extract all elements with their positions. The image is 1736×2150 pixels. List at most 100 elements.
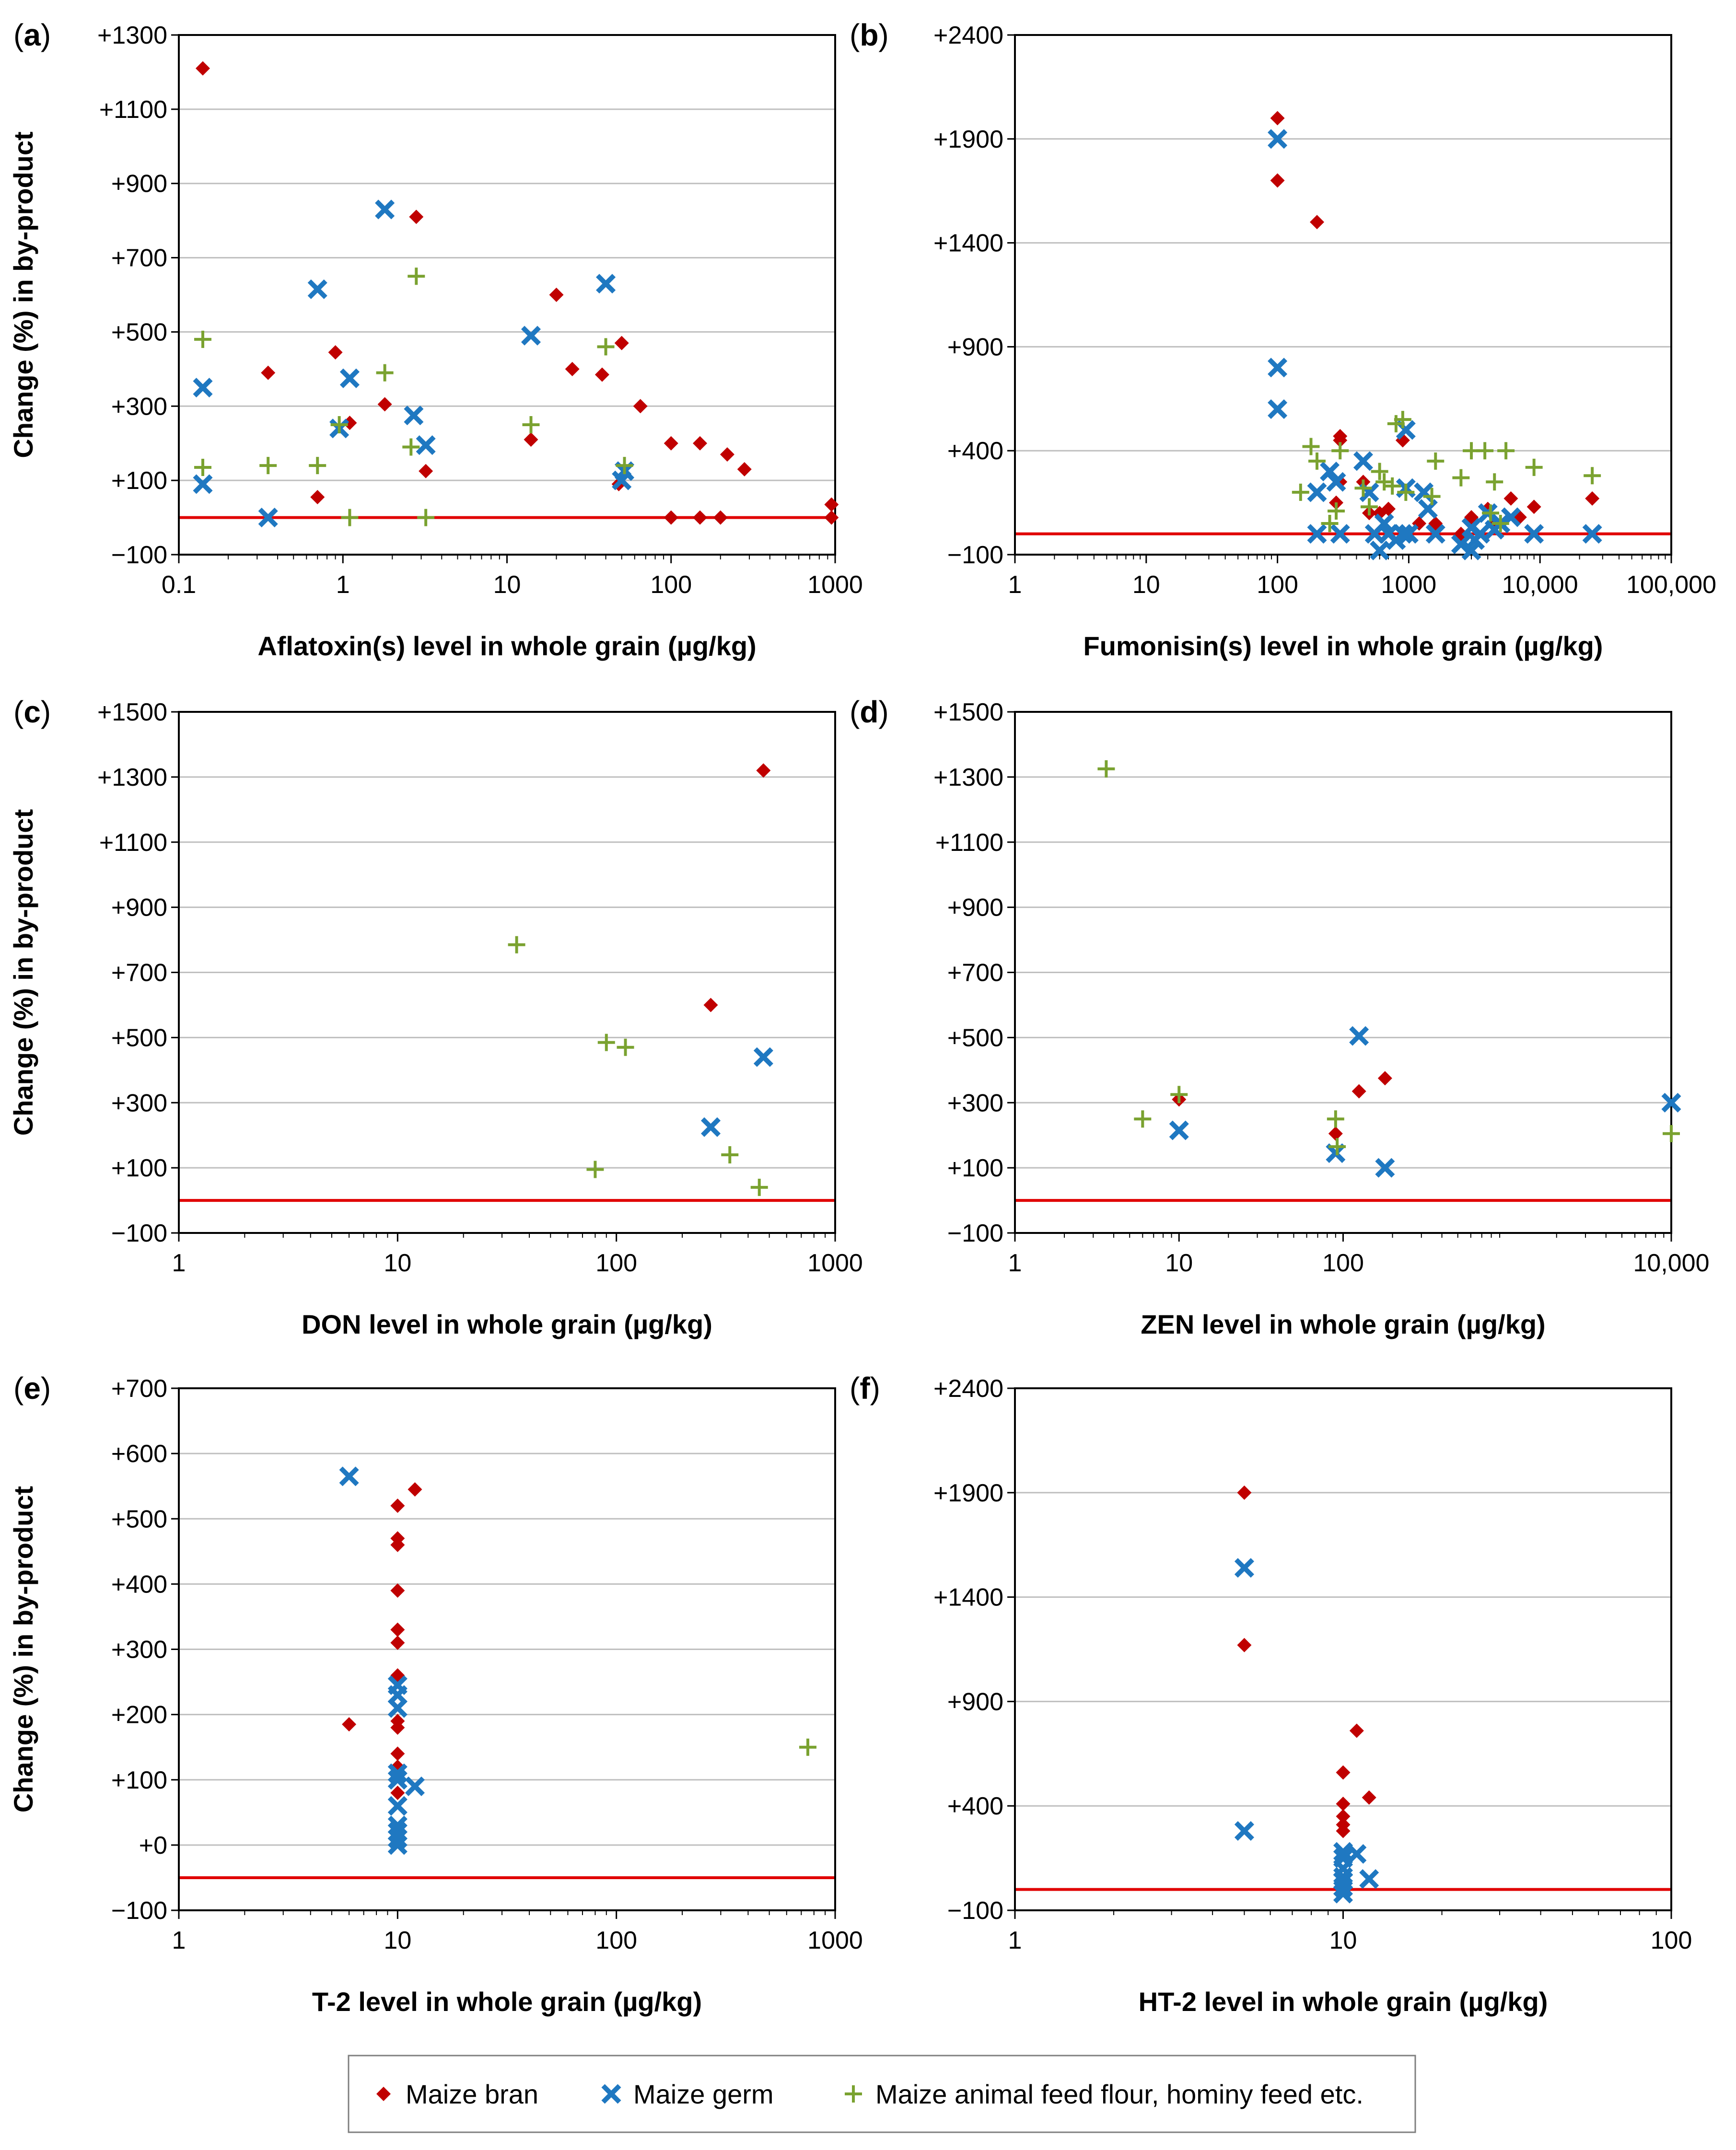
data-point (1134, 1110, 1152, 1128)
x-tick-label: 1 (336, 571, 350, 599)
data-point (1307, 524, 1327, 544)
data-point (753, 1047, 773, 1067)
data-point (1524, 524, 1544, 544)
data-point (342, 1717, 357, 1732)
data-point (824, 510, 839, 525)
x-axis-label: HT-2 level in whole grain (µg/kg) (1139, 1987, 1548, 2017)
data-point (193, 378, 213, 398)
data-point (1331, 442, 1349, 460)
y-axis-label: Change (%) in by-product (8, 809, 38, 1136)
data-point (700, 1117, 721, 1137)
data-point (1663, 1125, 1680, 1142)
data-point (1661, 1092, 1681, 1113)
data-point (737, 462, 752, 476)
data-point (408, 1482, 422, 1497)
x-tick-label: 1000 (1381, 571, 1437, 599)
data-point (416, 435, 436, 455)
data-point (390, 1622, 405, 1637)
x-tick-label: 100 (1322, 1249, 1364, 1277)
x-tick-label: 10 (493, 571, 521, 599)
series-x (1169, 1026, 1681, 1178)
data-point (1327, 1110, 1344, 1128)
y-tick-label: +500 (947, 1024, 1003, 1052)
series-diamond (1270, 111, 1600, 541)
x-tick-label: 0.1 (162, 571, 196, 599)
data-point (1360, 498, 1378, 516)
data-point (330, 416, 348, 433)
data-point (597, 338, 615, 356)
data-point (1353, 451, 1373, 471)
data-point (1525, 458, 1543, 476)
series-diamond (1237, 1485, 1376, 1838)
series-diamond (342, 1482, 422, 1800)
y-axis-label: Change (%) in by-product (8, 1486, 38, 1813)
data-point (1352, 1084, 1366, 1099)
x-tick-label: 100 (1257, 571, 1298, 599)
data-point (310, 489, 325, 504)
y-tick-label: +1500 (97, 698, 167, 726)
data-point (193, 474, 213, 494)
y-tick-label: +700 (111, 244, 167, 272)
legend-item: Maize animal feed flour, hominy feed etc… (845, 2079, 1363, 2109)
y-tick-label: −100 (947, 541, 1003, 569)
data-point (390, 1635, 405, 1650)
data-point (1170, 1086, 1188, 1104)
plot-frame (178, 34, 836, 556)
data-point (1503, 491, 1518, 506)
legend-label: Maize animal feed flour, hominy feed etc… (875, 2079, 1363, 2109)
x-tick-label: 100 (650, 571, 692, 599)
data-point (720, 447, 734, 462)
y-tick-label: +1300 (933, 764, 1003, 791)
y-tick-label: −100 (947, 1220, 1003, 1247)
x-tick-label: 1000 (807, 571, 863, 599)
data-point (1237, 1485, 1252, 1500)
data-point (750, 1178, 768, 1196)
x-tick-label: 1 (1008, 1927, 1022, 1954)
data-point (713, 510, 728, 525)
x-tick-label: 1 (172, 1249, 186, 1277)
data-point (824, 497, 839, 512)
data-point (387, 1796, 408, 1816)
data-point (339, 368, 360, 388)
legend-label: Maize bran (406, 2079, 538, 2109)
panel-label: (d) (850, 695, 889, 729)
plot-frame (1014, 711, 1672, 1234)
data-point (1451, 534, 1471, 554)
data-point (390, 1583, 405, 1598)
data-point (1476, 442, 1494, 460)
data-point (1234, 1558, 1254, 1578)
y-tick-label: +700 (947, 959, 1003, 987)
plot-frame (1014, 1387, 1672, 1911)
x-axis-label: Fumonisin(s) level in whole grain (µg/kg… (1084, 631, 1603, 661)
y-tick-label: +700 (111, 959, 167, 987)
data-point (596, 274, 616, 294)
data-point (522, 416, 540, 433)
panel-f: −100 +400 +900 +1400 +1900 +2400 1 10 100 HT-2 le… (850, 1371, 1692, 2017)
panel-label: (f) (850, 1371, 880, 1406)
series-diamond (703, 763, 771, 1012)
x-tick-label: 10,000 (1502, 571, 1578, 599)
panel-b: −100 +400 +900 +1400 +1900 +2400 1 10 100 1000 10,… (850, 18, 1716, 661)
x-tick-label: 1000 (807, 1249, 863, 1277)
data-point (721, 1146, 739, 1163)
data-point (376, 364, 394, 382)
y-tick-label: +900 (947, 894, 1003, 922)
data-point (339, 1466, 359, 1487)
data-point (614, 336, 629, 350)
data-point (1349, 1723, 1364, 1738)
data-point (664, 510, 678, 525)
data-point (633, 399, 648, 414)
series-x (700, 1047, 773, 1137)
data-point (1375, 473, 1393, 491)
data-point (1381, 501, 1396, 516)
x-tick-label: 1000 (807, 1927, 863, 1954)
x-axis-label: Aflatoxin(s) level in whole grain (µg/kg… (257, 631, 756, 661)
data-point (1377, 1071, 1392, 1086)
y-tick-label: +900 (111, 894, 167, 922)
series-x (1268, 129, 1602, 560)
data-point (586, 1161, 604, 1178)
data-point (1582, 524, 1602, 544)
data-point (1374, 513, 1394, 534)
y-tick-label: +1500 (933, 698, 1003, 726)
y-tick-label: +0 (139, 1832, 167, 1859)
